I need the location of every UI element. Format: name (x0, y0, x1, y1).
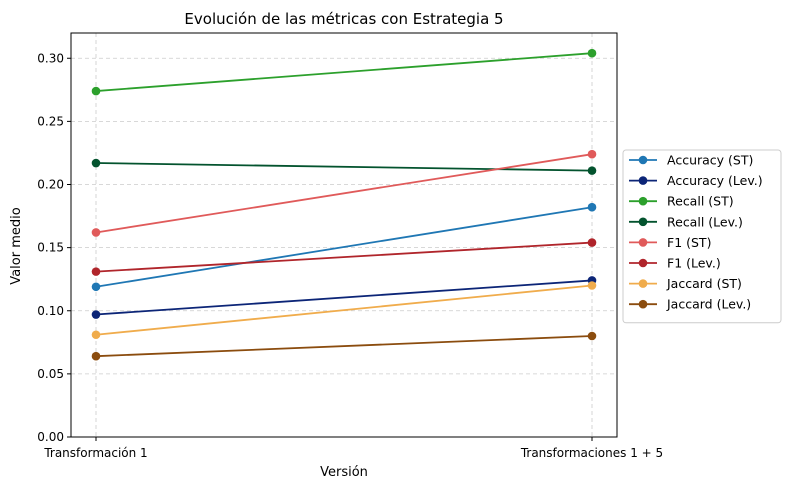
legend-label: Accuracy (ST) (667, 153, 753, 168)
legend-entry: Accuracy (Lev.) (629, 173, 763, 188)
legend-entry: Jaccard (ST) (629, 276, 742, 291)
series-line (95, 241, 593, 273)
series (91, 202, 597, 292)
data-point (587, 331, 597, 341)
y-tick-label: 0.05 (37, 367, 64, 381)
data-point (91, 282, 101, 292)
series (91, 158, 597, 175)
data-point (587, 238, 597, 247)
series (91, 149, 597, 237)
x-tick-label: Transformaciones 1 + 5 (520, 446, 663, 460)
x-tick-label: Transformación 1 (43, 446, 147, 460)
legend-box (622, 149, 782, 324)
y-tick-label: 0.30 (37, 51, 64, 65)
legend-entry: F1 (ST) (629, 235, 711, 250)
data-point (91, 228, 101, 237)
data-point (91, 351, 101, 361)
chart-title: Evolución de las métricas con Estrategia… (184, 10, 503, 28)
legend: Accuracy (ST) Accuracy (Lev.) Recall (ST) R… (622, 149, 782, 324)
series-line (95, 279, 593, 316)
y-axis-label: Valor medio (9, 207, 24, 284)
plot-frame (70, 32, 618, 438)
legend-swatch-marker (638, 299, 648, 309)
legend-swatch-marker (638, 176, 648, 185)
legend-entry: Accuracy (ST) (629, 153, 753, 168)
data-point (587, 281, 597, 290)
y-tick-label: 0.00 (37, 430, 64, 444)
legend-label: Recall (Lev.) (667, 214, 743, 229)
y-axis-ticks: 0.00 0.05 0.10 0.15 0.20 0.25 0.30 (37, 51, 71, 444)
legend-label: Jaccard (Lev.) (666, 297, 751, 312)
series-line (95, 52, 593, 92)
x-axis-ticks: Transformación 1 Transformaciones 1 + 5 (43, 437, 663, 460)
legend-swatch-marker (638, 196, 648, 206)
y-tick-label: 0.15 (37, 241, 64, 255)
legend-label: Accuracy (Lev.) (667, 173, 763, 188)
legend-label: Jaccard (ST) (666, 276, 742, 291)
legend-swatch-marker (638, 279, 648, 288)
series (91, 331, 597, 361)
series (91, 281, 597, 340)
legend-label: Recall (ST) (667, 194, 734, 209)
legend-entry: F1 (Lev.) (629, 256, 721, 271)
data-point (91, 267, 101, 276)
series (91, 276, 597, 319)
legend-entry: Jaccard (Lev.) (629, 297, 751, 312)
legend-swatch-marker (638, 155, 648, 165)
legend-swatch-marker (638, 238, 648, 247)
y-tick-label: 0.20 (37, 178, 64, 192)
legend-entry: Recall (ST) (629, 194, 734, 209)
data-point (91, 330, 101, 340)
series-line (95, 206, 593, 288)
series (91, 48, 597, 96)
data-point (587, 166, 597, 175)
series-line (95, 162, 593, 172)
data-point (587, 149, 597, 159)
series-line (95, 284, 593, 336)
data-point (91, 86, 101, 96)
legend-label: F1 (Lev.) (667, 256, 721, 271)
y-tick-label: 0.25 (37, 114, 64, 128)
data-point (91, 158, 101, 168)
x-axis-label: Versión (320, 465, 368, 480)
data-point (587, 48, 597, 58)
legend-entry: Recall (Lev.) (629, 214, 743, 229)
series-line (95, 153, 593, 234)
data-point (91, 310, 101, 319)
legend-swatch-marker (638, 258, 648, 268)
series (91, 238, 597, 276)
series-layer (91, 48, 597, 361)
legend-swatch-marker (638, 217, 648, 227)
y-tick-label: 0.10 (37, 304, 64, 318)
grid-lines (71, 33, 617, 438)
data-point (587, 202, 597, 212)
series-line (95, 335, 593, 358)
legend-label: F1 (ST) (667, 235, 711, 250)
